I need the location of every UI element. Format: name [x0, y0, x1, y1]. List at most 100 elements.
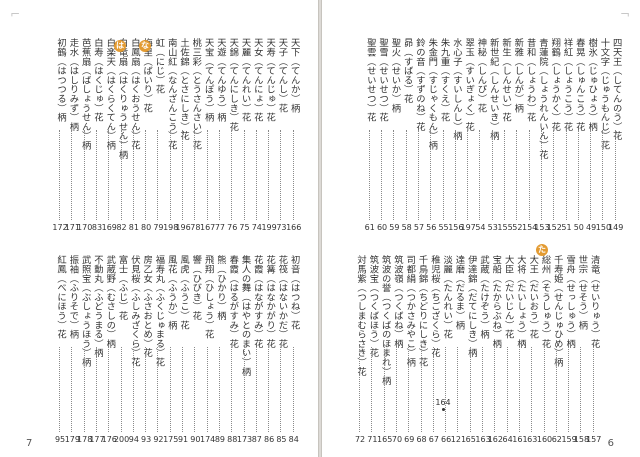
- entry-page-number: 153: [534, 223, 550, 232]
- entry-name: 集人の舞（はやとのまい）柄: [239, 255, 251, 376]
- entry-page-number: 79: [153, 223, 164, 232]
- entry-page-number: 95: [54, 435, 66, 444]
- entry-name: 筑波の誉（つくばのほまれ）柄: [379, 255, 391, 386]
- entry-name: 樹氷（じゅひょう）柄: [586, 38, 598, 131]
- index-entry: 水心子（すいしんし）柄 156: [448, 38, 464, 233]
- kana-badge-ta: た: [536, 244, 548, 256]
- index-entry: 虹（にじ）花 79: [152, 38, 164, 233]
- dotted-leader: [395, 347, 397, 432]
- entry-name: 昴（すばる）花: [401, 38, 413, 104]
- entry-page-number: 167: [199, 223, 216, 232]
- dotted-leader: [71, 130, 73, 220]
- entry-name: 達磨（だるま）柄: [453, 255, 465, 330]
- index-entry: 大将（たいしょう）柄 161: [512, 255, 527, 445]
- entry-page-number: 178: [77, 435, 93, 444]
- entry-page-number: 52: [512, 223, 523, 232]
- index-entry: 福寿丸（ふくじゅまる）花 92: [152, 255, 164, 445]
- kana-badge-na: な: [139, 40, 151, 52]
- dotted-leader: [580, 347, 582, 432]
- index-entry: 初音（はつね）花 84: [288, 255, 300, 445]
- index-entry: 青蓮院（しょうれんいん）花 153: [534, 38, 550, 233]
- entry-page-number: 166: [286, 223, 302, 232]
- entry-page-number: 64: [502, 435, 513, 444]
- dotted-leader: [381, 130, 383, 220]
- entry-page-number: 54: [475, 223, 486, 232]
- index-entry: 桃三彩（とうさんさい）花 78: [189, 38, 201, 233]
- dotted-leader: [280, 347, 282, 432]
- dotted-leader: [218, 347, 220, 432]
- dotted-leader: [383, 347, 385, 432]
- entry-name: 稚児桜（ちござくら）花: [428, 255, 440, 358]
- right-page: ¬ 四天王（してんのう）花 149 十文字（じゅうもんじ）花 150 樹氷（じゅひょう）…: [322, 0, 640, 457]
- entry-page-number: 51: [561, 223, 572, 232]
- entry-page-number: 158: [573, 435, 590, 444]
- entry-page-number: 156: [448, 223, 464, 232]
- entry-name: 青蓮院（しょうれんいん）花: [536, 38, 548, 159]
- entry-name: 不動丸（ふどうまる）柄: [91, 255, 103, 358]
- dotted-leader: [543, 347, 545, 432]
- index-entry: 昴（すばる）花 58: [401, 38, 413, 233]
- dotted-leader: [132, 130, 134, 220]
- dotted-leader: [59, 130, 61, 220]
- entry-name: 紅鳳（べにほう）花: [55, 255, 67, 339]
- entry-page-number: 63: [527, 435, 538, 444]
- entry-name: 天下（てんか）柄: [288, 38, 300, 113]
- index-entry: 天麗（てんれい）花 75: [239, 38, 251, 233]
- entry-name: 熊（ひかり）柄: [214, 255, 226, 321]
- entry-name: 初音（はつね）花: [288, 255, 300, 330]
- index-entry: 天子（てんし）花 73: [275, 38, 287, 233]
- entry-page-number: 174: [199, 435, 216, 444]
- index-entry: 花篝（はなかがり）花 86: [263, 255, 275, 445]
- entry-name: 春晃（しゅんこう）花: [573, 38, 585, 131]
- index-entry: 聖雪（せいせつ）花 60: [376, 38, 388, 233]
- entry-page-number: 80: [141, 223, 152, 232]
- entry-name: 白楽天（はくらくてん）柄: [104, 38, 116, 150]
- entry-name: 天錦（てんにしき）花: [227, 38, 239, 131]
- index-entry: 樹氷（じゅひょう）柄 49: [585, 38, 597, 233]
- index-entry: 伊達錦（だてにしき）柄 65: [465, 255, 477, 445]
- dotted-leader: [95, 130, 97, 220]
- entry-page-number: 93: [141, 435, 152, 444]
- dotted-leader: [482, 347, 484, 432]
- entry-page-number: 74: [251, 223, 262, 232]
- entry-page-number: 69: [404, 435, 415, 444]
- entry-name: 白寿（はくじゅ）花: [91, 38, 103, 122]
- entry-name: 翠玉（すいぎょく）花: [463, 38, 475, 131]
- index-entry: 司都絹（つかさみやこ）柄 69: [403, 255, 415, 445]
- entry-name: 十文字（じゅうもんじ）花: [598, 38, 610, 150]
- dotted-leader: [169, 130, 171, 220]
- entry-name: 天遊（てんゆう）柄: [214, 38, 226, 122]
- entry-page-number: 91: [177, 435, 189, 444]
- index-entry: 新雅（しんが）柄 52: [511, 38, 523, 233]
- entry-name: 四天王（してんのう）花: [610, 38, 622, 141]
- dotted-leader: [59, 347, 61, 432]
- index-entry: 武蔵（たけぞう）柄 163: [475, 255, 490, 445]
- entry-page-number: 199: [261, 223, 277, 232]
- dotted-leader: [504, 130, 506, 220]
- index-entry: 天寿（てんじゅ）花 199: [261, 38, 277, 233]
- entry-name: 天寿（てんじゅ）花: [264, 38, 276, 122]
- index-entry: 風花（ふうか）柄 175: [163, 255, 178, 445]
- index-entry: 振袖（ふりそで）柄 179: [65, 255, 80, 445]
- dotted-leader: [371, 347, 373, 432]
- index-entry: 風虎（ふうこ）花 91: [177, 255, 189, 445]
- entry-name: 天女（てんにょ）花: [251, 38, 263, 122]
- dotted-leader: [268, 130, 270, 220]
- dotted-leader: [432, 347, 434, 432]
- index-column-block-top: 四天王（してんのう）花 149 十文字（じゅうもんじ）花 150 樹氷（じゅひょう）柄 4…: [364, 38, 624, 233]
- entry-page-number: 60: [376, 223, 388, 232]
- entry-name: 房乙女（ふさおとめ）花: [141, 255, 153, 358]
- dotted-leader: [145, 130, 147, 220]
- index-entry: 白楽天（はくらくてん）柄 169: [102, 38, 117, 233]
- entry-page-number: 196: [175, 223, 191, 232]
- dotted-leader: [614, 130, 616, 220]
- entry-page-number: 61: [364, 223, 375, 232]
- index-entry: 白鳳扇（はくおうせん）花 81: [128, 38, 140, 233]
- entry-page-number: 75: [239, 223, 250, 232]
- index-entry: 初鶴（はつつる）柄 172: [52, 38, 67, 233]
- dotted-leader: [528, 130, 530, 220]
- page-number: 7: [26, 438, 33, 449]
- entry-page-number: 165: [377, 435, 393, 444]
- index-entry: 富士（ふじ）花 200: [114, 255, 129, 445]
- index-entry: 花霞（はながすみ）花 87: [251, 255, 263, 445]
